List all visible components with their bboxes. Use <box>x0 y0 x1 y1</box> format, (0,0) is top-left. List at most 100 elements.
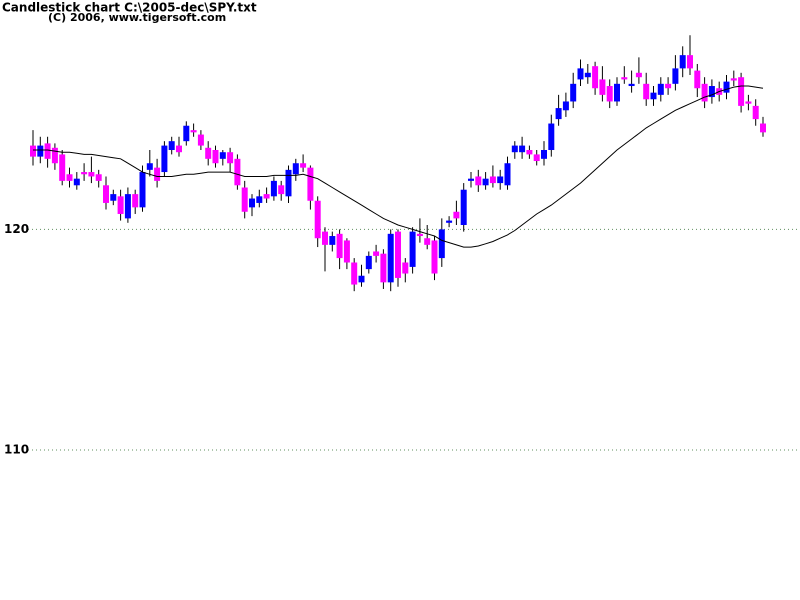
candle-body <box>110 194 117 201</box>
chart-title: Candlestick chart C:\2005-dec\SPY.txt <box>2 1 257 15</box>
candle-body <box>395 231 401 278</box>
candle-body <box>300 163 307 168</box>
candle-body <box>738 77 745 106</box>
candle-body <box>679 55 686 69</box>
candle-body <box>263 194 270 199</box>
candle-body <box>336 233 343 259</box>
candle-body <box>628 83 635 87</box>
candle-body <box>95 174 102 181</box>
candle-body <box>694 70 701 89</box>
candle-body <box>489 176 496 184</box>
candle-body <box>44 143 51 159</box>
candle-body <box>234 158 241 186</box>
candle-body <box>438 229 445 259</box>
candle-body <box>197 134 204 146</box>
candle-body <box>475 176 482 186</box>
candle-body <box>329 236 336 245</box>
candle-body <box>358 275 365 283</box>
candle-body <box>577 68 584 80</box>
candle-body <box>533 154 540 162</box>
candle-body <box>227 152 234 164</box>
y-tick-label: 120 <box>4 222 29 236</box>
candle-body <box>176 145 182 153</box>
candle-body <box>278 185 285 195</box>
candle-body <box>365 255 372 270</box>
candle-body <box>431 240 438 274</box>
candle-body <box>468 178 474 181</box>
candle-body <box>760 123 766 133</box>
candle-body <box>103 185 109 203</box>
candle-body <box>511 145 518 153</box>
candle-body <box>519 145 526 153</box>
candle-body <box>446 220 453 223</box>
candle-body <box>643 83 650 100</box>
candle-body <box>453 211 460 219</box>
candle-body <box>292 163 299 175</box>
moving-average-line <box>33 85 764 248</box>
candle-body <box>37 145 44 157</box>
candle-body <box>723 81 730 93</box>
candle-body <box>635 72 642 78</box>
candle-body <box>730 78 737 81</box>
candle-body <box>146 163 153 170</box>
candle-body <box>745 101 752 104</box>
candle-body <box>81 172 88 175</box>
candle-body <box>132 194 139 208</box>
candle-body <box>752 105 759 120</box>
candle-body <box>708 86 715 98</box>
candle-body <box>270 180 277 197</box>
candle-body <box>307 167 314 201</box>
candle-body <box>351 262 358 285</box>
candle-body <box>241 187 248 212</box>
candle-body <box>88 172 95 177</box>
candle-body <box>555 108 562 120</box>
candle-body <box>387 233 394 283</box>
candle-body <box>687 55 693 69</box>
candle-body <box>139 172 146 208</box>
candle-body <box>124 194 131 219</box>
candle-body <box>482 178 489 186</box>
grid-layer: 110 120 <box>4 222 800 457</box>
candle-body <box>606 86 613 102</box>
candle-body <box>526 150 533 155</box>
candle-body <box>562 101 569 111</box>
candle-body <box>373 251 380 256</box>
candle-body <box>205 147 212 159</box>
candle-body <box>665 83 672 89</box>
candle-body <box>168 141 175 150</box>
candle-body <box>409 231 416 267</box>
candle-body <box>402 262 409 274</box>
candle-body <box>249 198 255 208</box>
candle-body <box>650 92 657 100</box>
candle-body <box>73 178 80 186</box>
candle-body <box>285 169 292 197</box>
chart-subtitle: (C) 2006, www.tigersoft.com <box>48 11 226 24</box>
candle-body <box>541 150 547 159</box>
candle-body <box>614 83 620 102</box>
candle-body <box>51 147 58 164</box>
candle-body <box>30 145 36 157</box>
candle-body <box>380 253 387 283</box>
candle-body <box>599 79 606 95</box>
candle-body <box>592 66 599 89</box>
candle-body <box>314 200 321 239</box>
candle-body <box>460 189 467 225</box>
marks-layer <box>30 35 766 292</box>
candle-body <box>570 83 577 102</box>
candle-body <box>504 163 511 186</box>
candle-body <box>548 123 555 150</box>
candle-body <box>701 83 708 102</box>
candle-body <box>183 125 190 142</box>
candle-body <box>497 176 504 184</box>
candle-body <box>416 233 423 237</box>
y-tick-label: 110 <box>4 443 29 457</box>
candle-body <box>161 145 168 173</box>
candle-body <box>59 154 66 181</box>
candle-body <box>424 238 431 245</box>
candle-body <box>154 167 161 181</box>
candle-body <box>212 150 219 164</box>
candle-body <box>322 231 328 245</box>
candle-body <box>657 83 664 95</box>
